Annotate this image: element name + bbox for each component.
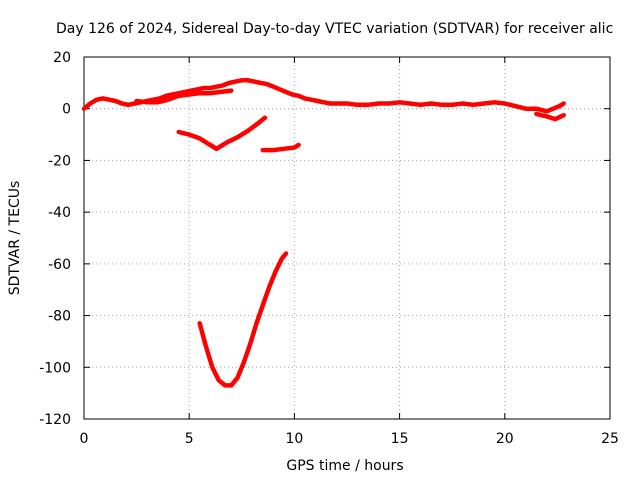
x-tick-label: 10 [285,431,303,447]
series-segment-b [214,115,268,152]
series-segment-c [260,142,301,153]
y-tick-label: -20 [48,153,71,169]
series-tail-segment [534,111,566,122]
x-axis-label: GPS time / hours [286,458,403,474]
series-parallel-band [134,88,234,105]
series-v-trace [197,251,289,388]
x-tick-label: 15 [391,431,409,447]
y-tick-label: -40 [48,205,71,221]
y-tick-label: -60 [48,257,71,273]
x-tick-label: 20 [496,431,514,447]
y-tick-label: 20 [53,50,71,66]
y-ticks: 20 0 -20 -40 -60 -80 -100 -120 [39,50,610,428]
x-ticks: 0 5 10 15 20 25 [80,57,619,447]
plot-frame [83,56,611,420]
y-axis-label: SDTVAR / TECUs [7,181,23,296]
series-main-trace [81,78,566,114]
x-tick-label: 25 [601,431,619,447]
y-tick-label: -80 [48,309,71,325]
x-tick-label: 0 [80,431,89,447]
x-tick-label: 5 [185,431,194,447]
y-tick-label: -120 [39,412,71,428]
series-segment-a [176,129,219,152]
series-group [81,78,566,388]
y-tick-label: -100 [39,360,71,376]
y-tick-label: 0 [62,102,71,118]
chart-title: Day 126 of 2024, Sidereal Day-to-day VTE… [56,21,613,37]
grid [84,57,610,419]
